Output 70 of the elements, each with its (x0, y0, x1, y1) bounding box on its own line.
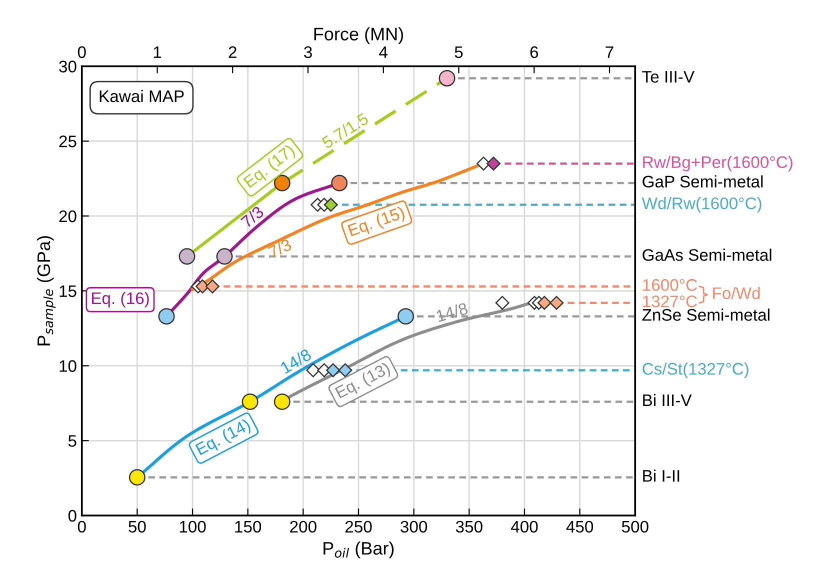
ref-line-label: Te III-V (642, 71, 694, 83)
x-tick-label: 300 (400, 520, 428, 533)
x2-axis-title: Force (MN) (314, 27, 404, 44)
y-tick-label: 10 (60, 360, 76, 372)
x-tick-label: 100 (180, 520, 206, 533)
annotation: 7/3 (267, 238, 292, 258)
ref-line-label: Rw/Bg+Per(1600°C) (643, 156, 792, 172)
annotation: 7/3 (240, 205, 264, 228)
x-tick-label: 500 (622, 520, 648, 533)
x2-tick-label: 1 (154, 46, 162, 58)
point (338, 363, 352, 378)
x2-tick-label: 2 (228, 46, 236, 58)
x-tick-label: 0 (78, 520, 86, 533)
point (274, 174, 290, 192)
point (486, 156, 501, 171)
point (438, 70, 456, 86)
point (242, 393, 258, 410)
annotation: Kawai MAP (100, 90, 184, 102)
x-tick-label: 150 (235, 520, 262, 533)
series-label: Eq. (16) (92, 292, 149, 308)
point (326, 363, 340, 378)
text: Fo/Wd (713, 286, 760, 300)
point (178, 248, 196, 265)
point (550, 296, 564, 310)
text: Eq. (17) (242, 144, 298, 191)
point (158, 308, 175, 325)
x-axis-title: P$_{oil}$ (Bar) (324, 541, 394, 558)
annotation: 14/8 (436, 302, 468, 322)
x2-tick-label: 6 (530, 46, 538, 58)
text: Eq. (13) (334, 362, 392, 402)
point (128, 469, 146, 486)
point (397, 308, 414, 325)
ref-line-label: GaAs Semi-metal (642, 248, 772, 261)
point (537, 296, 552, 310)
y-axis-title: P$_{sample}$ (GPa) (36, 236, 56, 346)
point (195, 279, 210, 294)
x2-tick-label: 7 (606, 46, 614, 58)
ref-line-label: Wd/Rw(1600°C) (642, 197, 762, 213)
y-tick-label: 30 (59, 60, 76, 72)
x2-tick-label: 5 (454, 46, 463, 58)
y-tick-label: 15 (60, 285, 76, 298)
point (205, 279, 220, 294)
x-tick-label: 350 (456, 520, 482, 533)
point (331, 174, 348, 192)
ref-line-label: Bi III-V (643, 394, 692, 406)
x-tick-label: 250 (345, 520, 372, 533)
point (216, 248, 233, 265)
x2-tick-label: 3 (304, 46, 312, 58)
y-tick-label: 5 (68, 435, 76, 447)
ref-line-label: 1600°C (643, 279, 697, 291)
ref-line-label: Cs/St(1327°C) (642, 362, 748, 378)
y-tick-label: 25 (59, 136, 76, 148)
x2-tick-label: 4 (379, 46, 388, 58)
x-tick-label: 400 (510, 520, 538, 533)
x-tick-label: 200 (290, 520, 316, 533)
point (324, 198, 338, 212)
point (495, 296, 510, 310)
ref-line-label: 1327°C (643, 296, 697, 308)
y-tick-label: 20 (59, 210, 76, 222)
x-tick-label: 450 (566, 520, 594, 533)
ref-line-label: Bi I-II (643, 470, 680, 482)
text: Eq. (14) (194, 418, 253, 458)
text: Eq. (15) (347, 206, 406, 240)
x2-tick-label: 0 (78, 46, 86, 58)
point (274, 393, 290, 410)
y-tick-label: 0 (68, 510, 76, 522)
x-tick-label: 50 (128, 520, 146, 533)
annotation: 14/8 (280, 348, 312, 374)
ref-line-label: ZnSe Semi-metal (642, 308, 770, 321)
ref-line-label: GaP Semi-metal (642, 175, 763, 188)
